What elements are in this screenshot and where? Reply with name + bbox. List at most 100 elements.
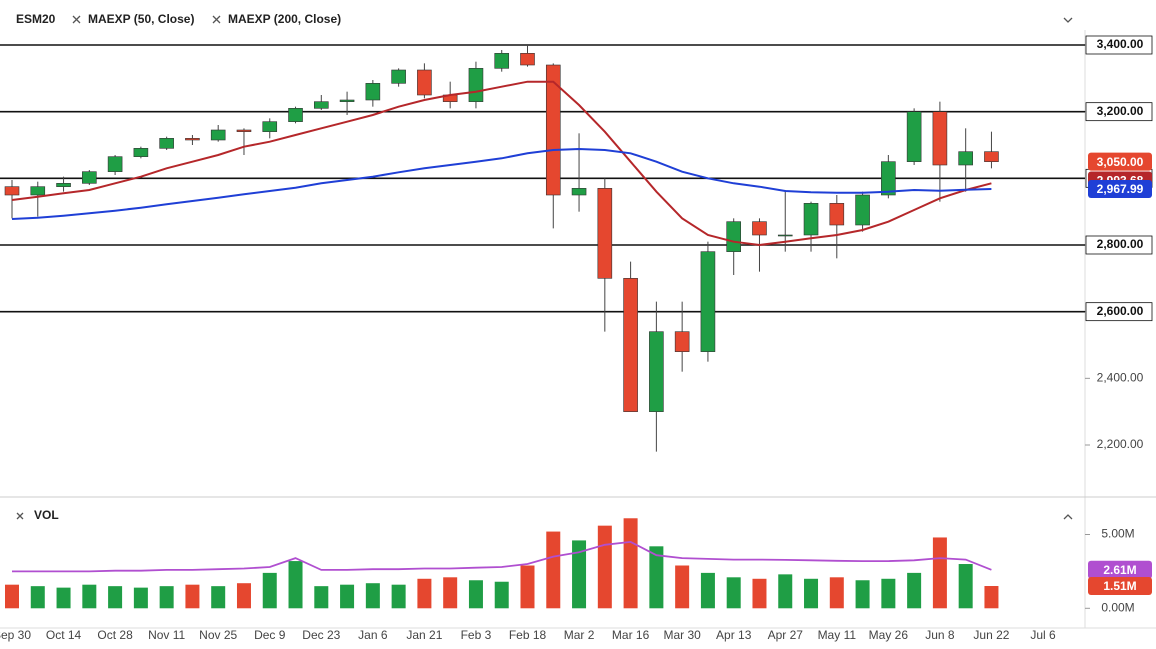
candle-body — [365, 83, 381, 101]
remove-icon[interactable] — [16, 512, 24, 520]
price-tag-label: 2.61M — [1103, 563, 1136, 577]
x-tick-label: Dec 9 — [254, 628, 286, 642]
x-tick-label: May 11 — [818, 628, 857, 642]
candle-body — [159, 138, 174, 149]
x-tick-label: Jun 22 — [973, 628, 1009, 642]
line-marker — [1085, 302, 1153, 322]
x-tick-label: Jan 6 — [358, 628, 388, 642]
volume-bar — [855, 580, 870, 609]
x-tick-label: Nov 11 — [148, 628, 185, 642]
candle-body — [468, 68, 484, 102]
x-tick-label: Mar 16 — [612, 628, 650, 642]
candle-body — [674, 331, 690, 352]
line-marker — [1085, 35, 1153, 55]
volume-bar — [5, 584, 19, 609]
price-tag-label: 3,050.00 — [1097, 155, 1144, 169]
volume-bar — [675, 565, 690, 609]
candle-body — [803, 203, 819, 236]
price-tag — [1088, 577, 1152, 596]
candle-body — [30, 186, 46, 196]
candle-body — [777, 234, 793, 237]
y-tick-label: 2,600.00 — [1097, 304, 1144, 318]
collapse-icon[interactable] — [1063, 514, 1073, 520]
price-tag-label: 1.51M — [1103, 579, 1136, 593]
candle-body — [4, 186, 20, 196]
price-tag — [1088, 152, 1152, 171]
y-tick-label: 5.00M — [1101, 527, 1134, 541]
price-tag-label: 2,967.99 — [1097, 182, 1144, 196]
candle-body — [649, 331, 664, 412]
volume-bar — [752, 578, 767, 609]
volume-bar — [443, 577, 458, 609]
x-tick-label: Jul 6 — [1030, 628, 1056, 642]
candle-body — [984, 151, 999, 162]
candle-body — [391, 69, 406, 84]
indicator-label: MAEXP (200, Close) — [228, 12, 341, 26]
volume-bar — [340, 584, 355, 609]
volume-bar — [881, 578, 896, 609]
volume-bar — [494, 581, 509, 609]
volume-bar — [82, 584, 97, 609]
volume-bar — [726, 577, 741, 609]
moving-average — [11, 147, 992, 220]
candle-body — [520, 53, 535, 66]
candle-body — [906, 111, 922, 162]
volume-bar — [932, 537, 947, 609]
candle-body — [313, 101, 329, 109]
candle-body — [107, 156, 123, 172]
candle-body — [881, 161, 896, 196]
candle-body — [185, 138, 200, 141]
moving-average — [11, 80, 992, 247]
x-tick-label: Feb 18 — [509, 628, 547, 642]
candle-body — [236, 129, 252, 132]
volume-bar — [108, 586, 123, 609]
x-tick-label: Jun 8 — [925, 628, 955, 642]
symbol-label: ESM20 — [16, 12, 56, 26]
candle-body — [210, 129, 226, 141]
x-tick-label: Feb 3 — [461, 628, 492, 642]
x-tick-label: Mar 30 — [663, 628, 701, 642]
volume-bar — [649, 546, 664, 609]
candle-body — [726, 221, 742, 252]
volume-bar — [185, 584, 200, 609]
candle-body — [597, 188, 613, 279]
volume-bar — [572, 540, 587, 609]
candle-body — [494, 53, 510, 69]
candle-body — [417, 69, 432, 96]
volume-bar — [365, 583, 380, 609]
volume-bar — [907, 572, 922, 609]
volume-label: VOL — [34, 508, 59, 522]
candle-body — [932, 111, 948, 166]
volume-bar — [288, 561, 303, 609]
x-tick-label: Oct 14 — [46, 628, 82, 642]
volume-bar — [623, 518, 638, 609]
volume-bar — [417, 578, 432, 609]
volume-bar — [700, 572, 715, 609]
volume-bar — [958, 564, 973, 609]
candle-body — [288, 108, 303, 122]
x-tick-label: Dec 23 — [302, 628, 340, 642]
candle-body — [262, 121, 278, 132]
candle-body — [700, 251, 716, 352]
volume-bar — [597, 525, 612, 609]
price-tag — [1088, 180, 1152, 199]
collapse-icon[interactable] — [1063, 17, 1073, 23]
volume-bar — [546, 531, 561, 609]
candle-body — [133, 148, 149, 157]
line-marker — [1085, 102, 1153, 122]
volume-bar — [520, 565, 535, 609]
volume-bar — [262, 572, 277, 609]
volume-bar — [468, 580, 483, 609]
volume-bar — [30, 586, 45, 609]
remove-icon[interactable] — [72, 15, 81, 24]
volume-bar — [804, 578, 819, 609]
x-tick-label: Oct 28 — [97, 628, 133, 642]
indicator-label: MAEXP (50, Close) — [88, 12, 194, 26]
volume-bar — [391, 584, 406, 609]
volume-bar — [159, 586, 174, 609]
remove-icon[interactable] — [212, 15, 221, 24]
candle-body — [855, 194, 870, 226]
x-tick-label: Mar 2 — [564, 628, 595, 642]
x-tick-label: Sep 30 — [0, 628, 31, 642]
x-tick-label: Apr 13 — [716, 628, 752, 642]
